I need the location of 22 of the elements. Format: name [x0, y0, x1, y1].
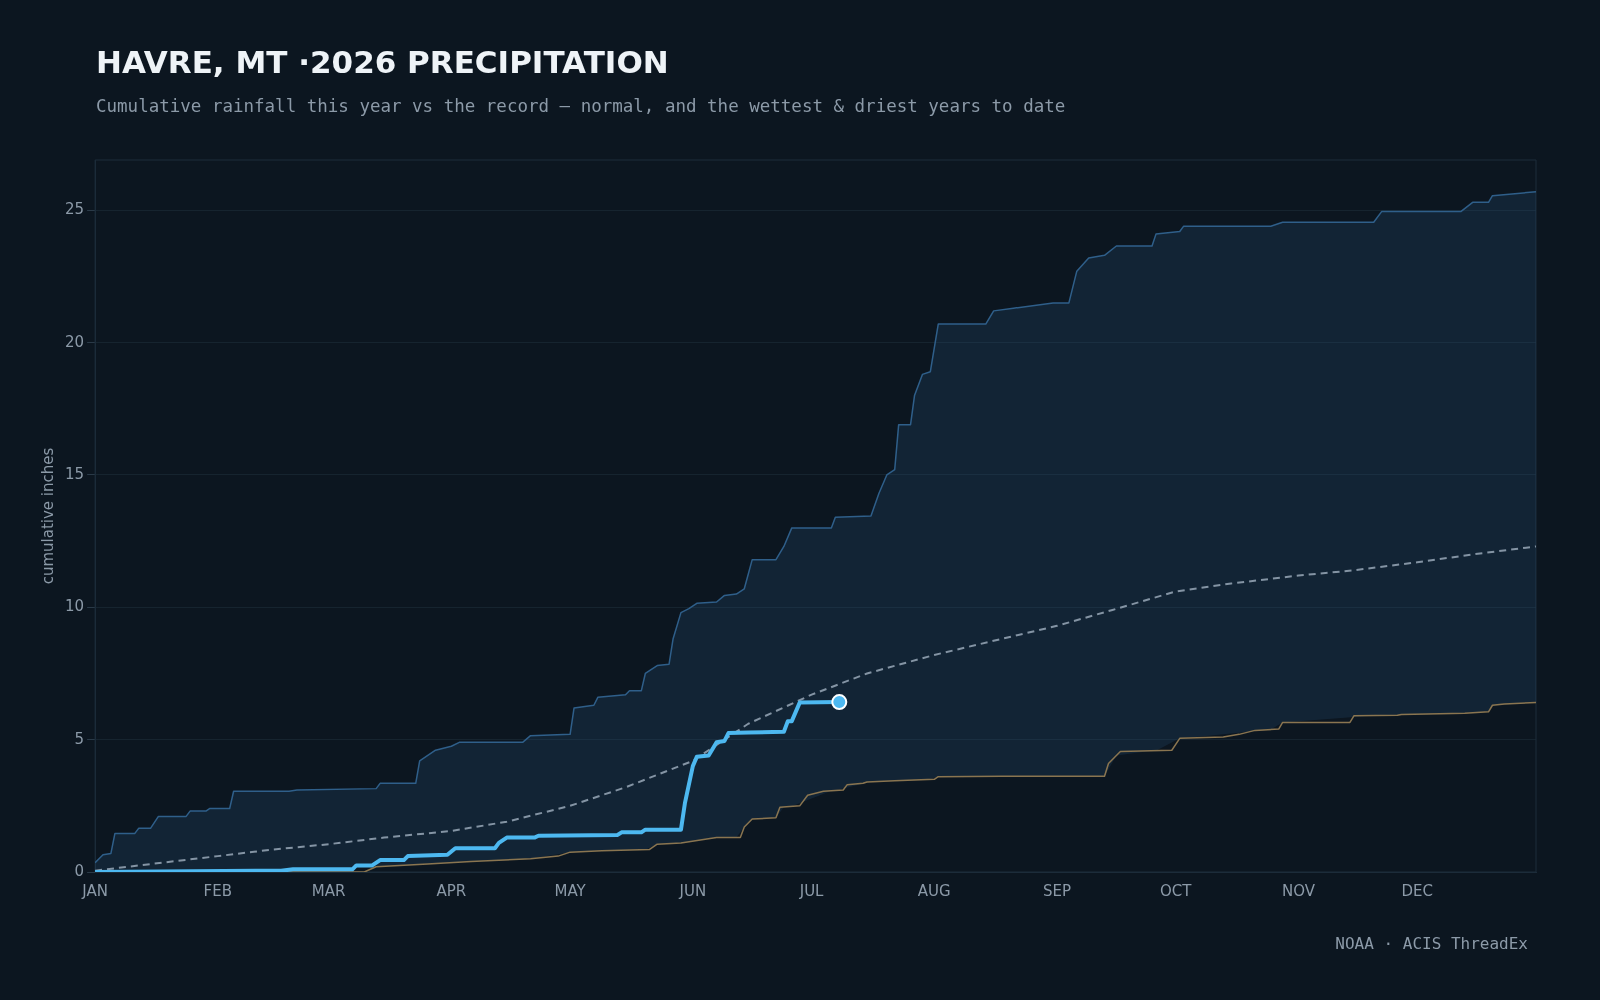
y-tick-label: 5 — [74, 729, 85, 748]
chart-subtitle: Cumulative rainfall this year vs the record — normal, and the wettest & driest years to date — [96, 96, 1066, 116]
x-tick-label: AUG — [917, 881, 951, 900]
x-tick-label: MAY — [554, 881, 587, 900]
x-tick-label: JAN — [81, 881, 108, 900]
y-tick-label: 25 — [64, 200, 85, 219]
x-tick-label: SEP — [1042, 881, 1072, 900]
x-tick-label: NOV — [1281, 881, 1316, 900]
x-tick-label: OCT — [1160, 881, 1193, 900]
x-tick-label: APR — [436, 881, 467, 900]
y-tick-label: 10 — [64, 597, 85, 616]
chart-title: HAVRE, MT ·2026 PRECIPITATION — [96, 44, 669, 80]
y-tick-label: 20 — [64, 332, 85, 351]
x-tick-label: MAR — [311, 881, 346, 900]
y-axis-title: cumulative inches — [38, 447, 57, 585]
y-tick-label: 0 — [74, 861, 85, 880]
y-tick-label: 15 — [64, 464, 85, 483]
x-tick-label: FEB — [203, 881, 233, 900]
x-tick-label: DEC — [1401, 881, 1433, 900]
x-tick-label: JUL — [798, 881, 825, 900]
x-tick-label: JUN — [678, 881, 707, 900]
text: NOAA · ACIS ThreadEx — [1335, 934, 1528, 953]
